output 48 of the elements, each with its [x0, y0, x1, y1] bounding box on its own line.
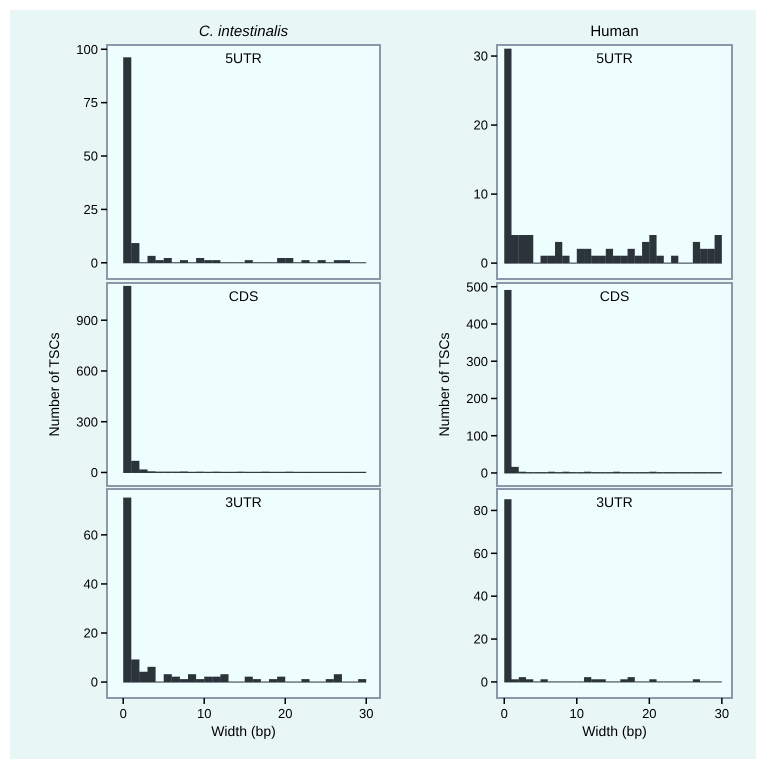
x-axis-title: Width (bp): [211, 723, 276, 739]
y-tick-label: 75: [84, 95, 98, 110]
y-tick-label: 30: [474, 48, 488, 64]
chart-subtitle: CDS: [600, 288, 630, 304]
y-tick-label: 25: [84, 202, 98, 217]
y-tick-label: 100: [466, 428, 488, 444]
y-tick-label: 0: [90, 674, 98, 690]
y-tick-label: 0: [90, 465, 98, 480]
y-tick-label: 300: [466, 354, 488, 369]
chart-subtitle: 3UTR: [225, 494, 262, 510]
y-tick-label: 0: [480, 256, 488, 271]
x-tick-label: 0: [500, 706, 508, 721]
chart-title: C. intestinalis: [198, 23, 289, 40]
x-tick-label: 20: [278, 706, 292, 721]
y-tick-label: 100: [76, 42, 98, 57]
x-tick-label: 30: [714, 706, 730, 721]
y-tick-label: 900: [76, 312, 98, 328]
y-axis-title: Number of TSCs: [436, 332, 452, 436]
y-tick-label: 20: [84, 626, 98, 641]
y-tick-label: 40: [84, 576, 98, 592]
chart-subtitle: CDS: [228, 288, 258, 304]
y-tick-label: 50: [84, 148, 98, 164]
y-tick-label: 60: [474, 546, 488, 561]
chart-subtitle: 5UTR: [225, 50, 262, 66]
chart-title: Human: [590, 23, 639, 40]
y-axis-title: Number of TSCs: [46, 332, 62, 436]
x-tick-label: 0: [120, 706, 127, 721]
x-tick-label: 10: [196, 706, 212, 721]
y-tick-label: 20: [474, 118, 488, 133]
y-tick-label: 400: [466, 316, 488, 332]
y-tick-label: 300: [76, 414, 98, 430]
y-tick-label: 600: [76, 364, 98, 379]
y-tick-label: 0: [90, 255, 98, 270]
chart-subtitle: 3UTR: [596, 494, 633, 510]
y-tick-label: 200: [466, 391, 488, 406]
y-tick-label: 10: [474, 186, 488, 202]
chart-subtitle: 5UTR: [596, 50, 633, 66]
x-tick-label: 20: [642, 706, 657, 721]
y-tick-label: 40: [474, 588, 488, 604]
y-tick-label: 80: [474, 502, 488, 518]
x-axis-title: Width (bp): [582, 723, 647, 739]
y-tick-label: 0: [480, 674, 488, 690]
x-tick-label: 10: [570, 706, 584, 721]
y-tick-label: 500: [466, 279, 488, 294]
y-tick-label: 0: [480, 466, 488, 481]
y-tick-label: 20: [474, 632, 488, 647]
y-tick-label: 60: [84, 527, 98, 542]
x-tick-label: 30: [358, 706, 374, 721]
